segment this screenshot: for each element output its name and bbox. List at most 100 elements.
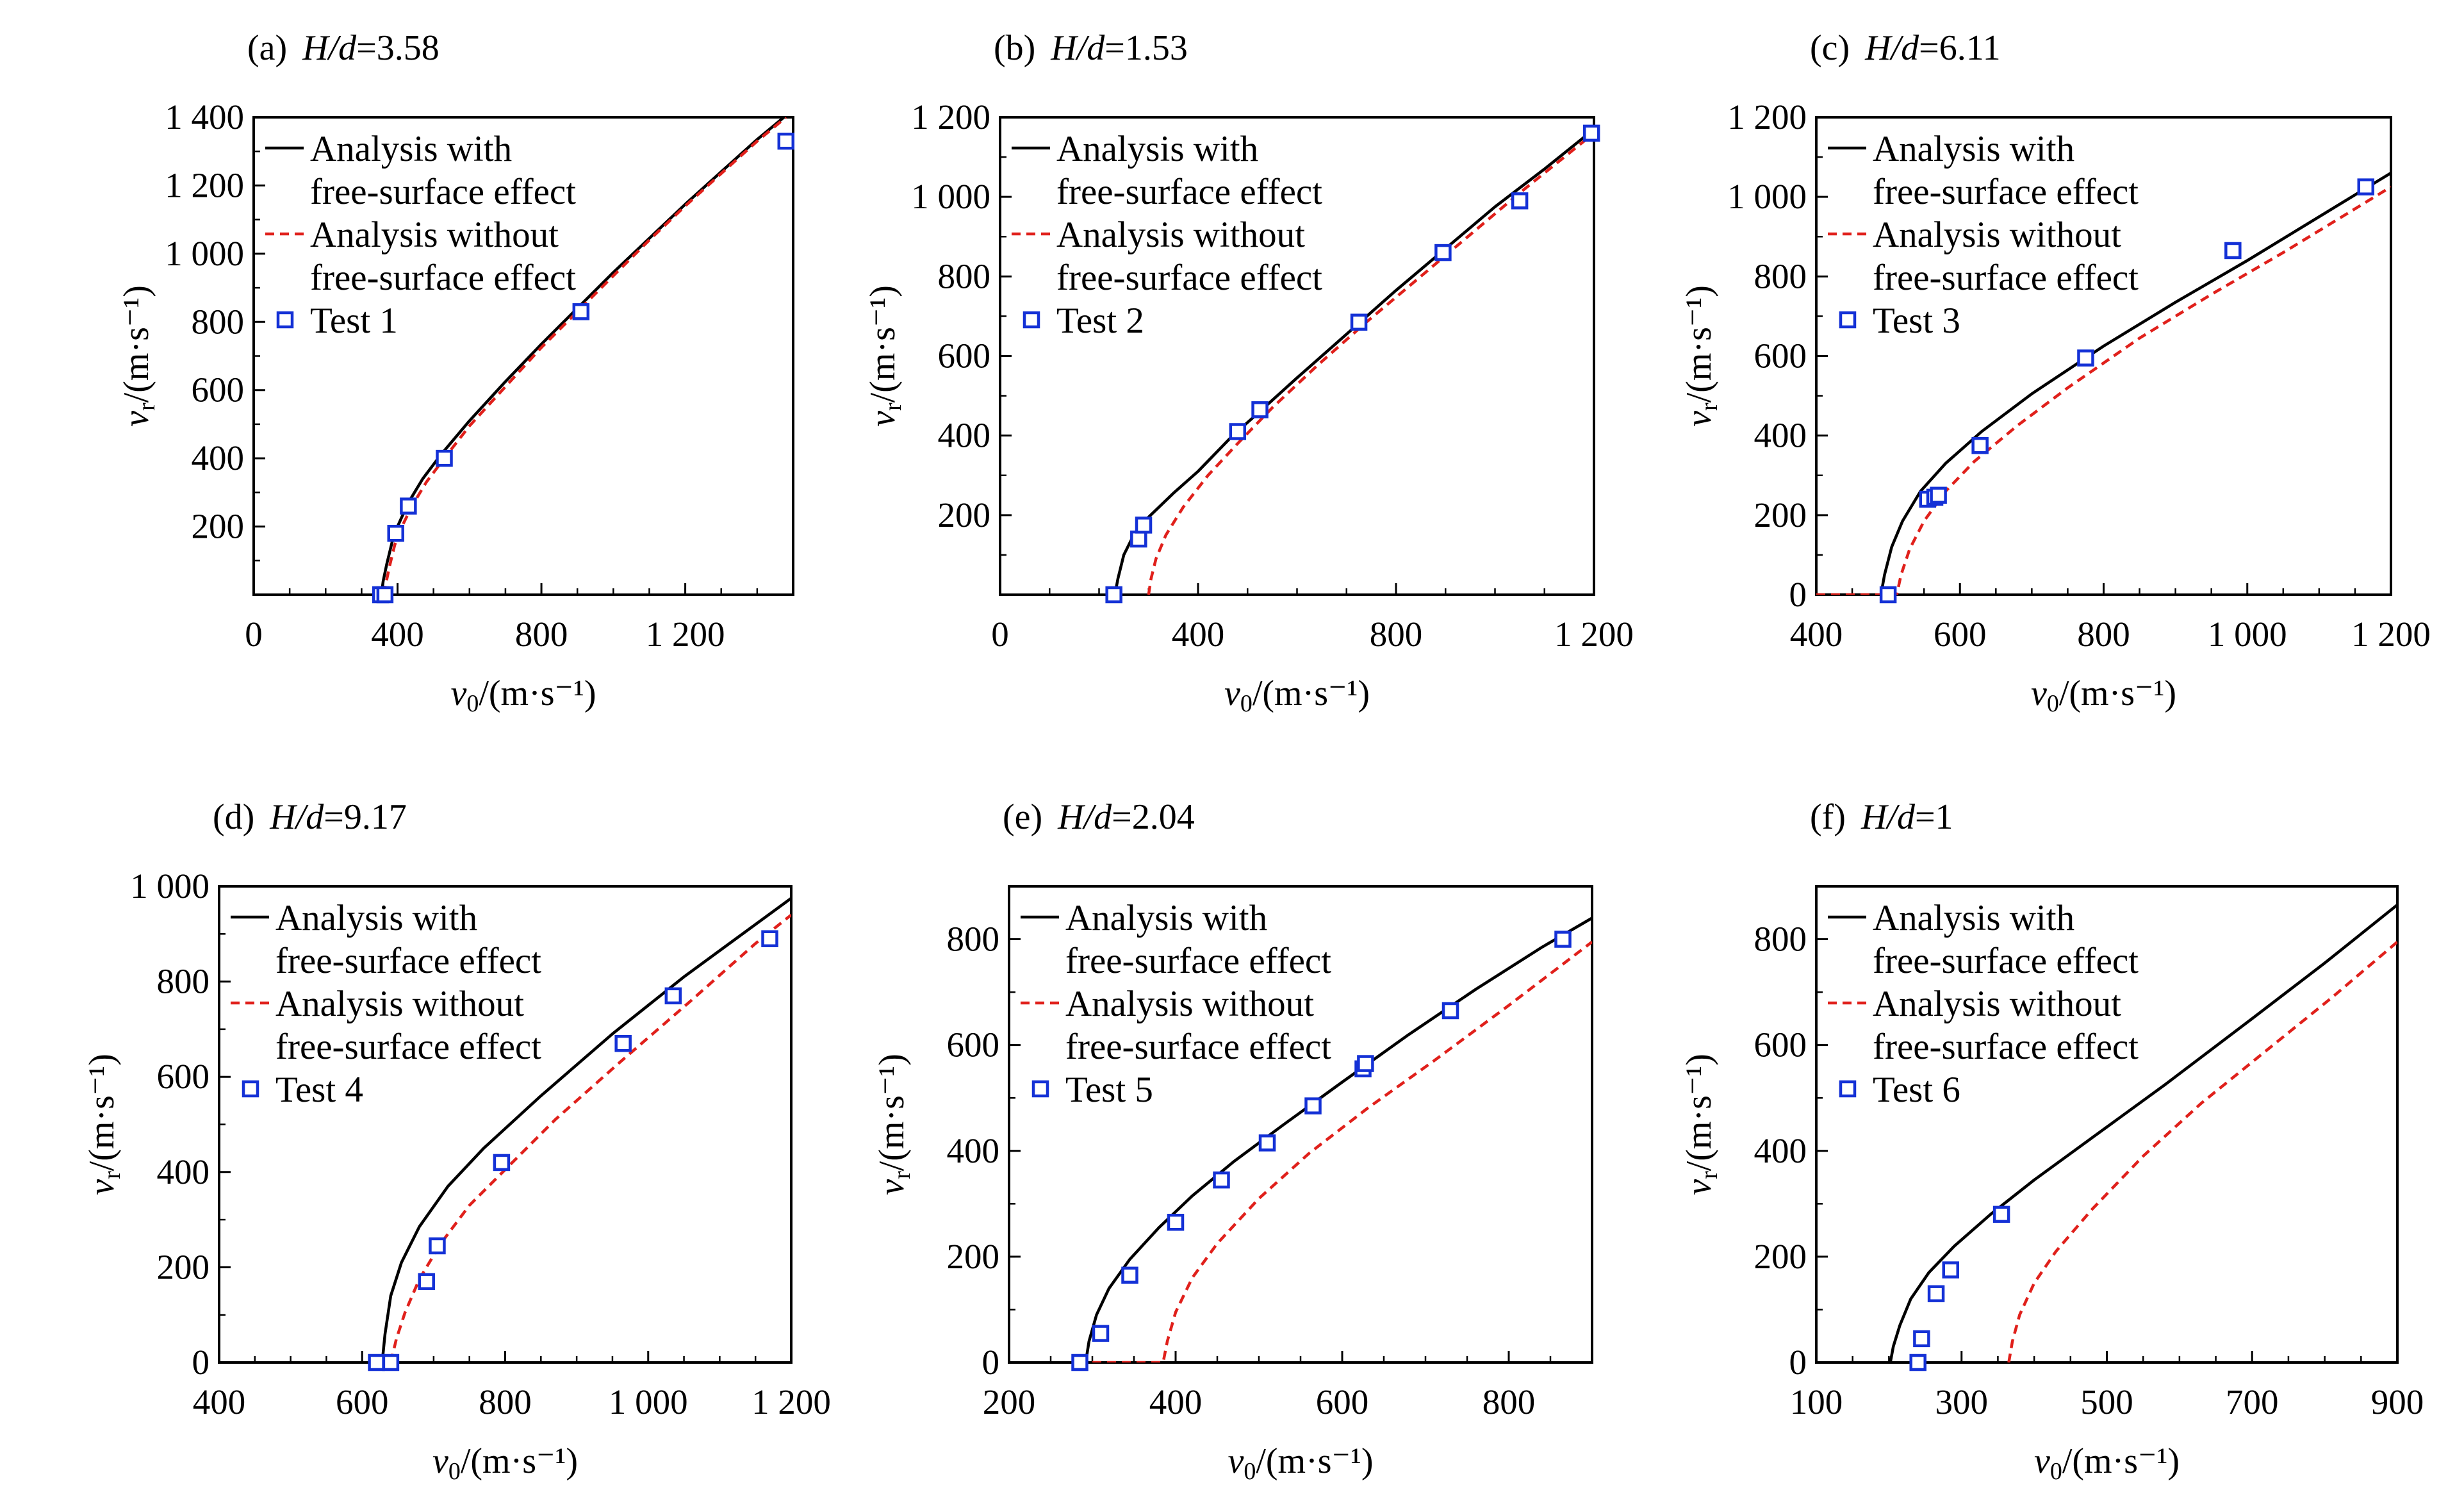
test-data-point bbox=[1434, 244, 1452, 261]
y-axis-symbol: v bbox=[863, 411, 903, 427]
panel-ratio-label: H/d bbox=[1057, 797, 1112, 837]
x-tick-label: 1 200 bbox=[1554, 615, 1634, 654]
test-data-point bbox=[664, 987, 682, 1005]
y-axis-label: vr/(m·s⁻¹) bbox=[117, 285, 160, 427]
legend-label: Test 5 bbox=[1065, 1070, 1153, 1110]
x-axis-symbol: v bbox=[2031, 674, 2047, 713]
legend-marker-test bbox=[1839, 1080, 1857, 1098]
y-axis-label: vr/(m·s⁻¹) bbox=[863, 285, 907, 427]
y-tick-label: 400 bbox=[1754, 1131, 1807, 1170]
panel-ratio-value: =2.04 bbox=[1112, 797, 1195, 837]
test-data-point bbox=[1105, 586, 1122, 604]
x-tick-label: 600 bbox=[1316, 1382, 1369, 1421]
y-tick-label: 400 bbox=[192, 438, 245, 477]
panel-ratio-label: H/d bbox=[1050, 28, 1105, 68]
plot-area bbox=[1816, 171, 2391, 595]
y-tick-label: 200 bbox=[192, 507, 245, 546]
legend-marker-test bbox=[1023, 311, 1040, 329]
series-line-with-free-surface bbox=[381, 897, 791, 1362]
legend-label: Analysis without bbox=[1065, 984, 1314, 1024]
x-axis-unit: /(m·s⁻¹) bbox=[1253, 674, 1370, 713]
x-tick-label: 1 200 bbox=[752, 1382, 831, 1421]
x-tick-label: 1 200 bbox=[646, 615, 725, 654]
y-tick-label: 1 200 bbox=[1727, 97, 1807, 137]
panel-title: (e) H/d=2.04 bbox=[1003, 797, 1195, 837]
test-data-point bbox=[1167, 1213, 1185, 1231]
y-tick-label: 1 000 bbox=[911, 177, 990, 216]
legend-label: Analysis without bbox=[275, 984, 524, 1024]
test-data-point bbox=[1441, 1002, 1459, 1020]
test-data-point bbox=[1229, 423, 1247, 440]
x-axis-unit: /(m·s⁻¹) bbox=[1256, 1441, 1373, 1481]
legend-label: Analysis with bbox=[275, 898, 477, 938]
x-axis-label: v0/(m·s⁻¹) bbox=[2034, 1441, 2180, 1485]
y-tick-label: 800 bbox=[157, 962, 210, 1001]
legend-label: free-surface effect bbox=[1056, 172, 1322, 212]
x-tick-label: 400 bbox=[371, 615, 424, 654]
x-axis-unit: /(m·s⁻¹) bbox=[479, 674, 596, 713]
chart-panel-d: (d) H/d=9.17 400 600 800 1 000 1 200 0 200 400 600… bbox=[82, 797, 831, 1485]
legend-label: Analysis without bbox=[1873, 984, 2121, 1024]
test-data-point bbox=[1258, 1134, 1276, 1152]
legend-label: free-surface effect bbox=[1056, 258, 1322, 298]
panel-label: (d) bbox=[213, 797, 254, 837]
y-tick-label: 1 000 bbox=[130, 866, 209, 906]
test-data-point bbox=[1357, 1055, 1374, 1072]
y-axis-symbol: v bbox=[117, 411, 156, 427]
test-data-point bbox=[1930, 486, 1947, 504]
x-tick-label: 300 bbox=[1935, 1382, 1989, 1421]
x-tick-label: 100 bbox=[1790, 1382, 1843, 1421]
panel-title: (a) H/d=3.58 bbox=[247, 28, 439, 68]
y-tick-label: 1 200 bbox=[165, 165, 244, 204]
x-tick-label: 800 bbox=[479, 1382, 532, 1421]
y-tick-label: 400 bbox=[1754, 416, 1807, 455]
panel-label: (c) bbox=[1810, 28, 1850, 68]
legend-label: Analysis with bbox=[1056, 129, 1258, 169]
x-tick-label: 800 bbox=[1370, 615, 1423, 654]
x-tick-label: 800 bbox=[2077, 615, 2130, 654]
x-tick-label: 1 000 bbox=[609, 1382, 688, 1421]
test-data-point bbox=[1913, 1330, 1930, 1348]
y-tick-label: 1 400 bbox=[165, 97, 244, 137]
x-axis-label: v0/(m·s⁻¹) bbox=[450, 674, 596, 717]
test-data-point bbox=[429, 1237, 446, 1255]
panel-title: (b) H/d=1.53 bbox=[994, 28, 1188, 68]
y-axis-label: vr/(m·s⁻¹) bbox=[1679, 1054, 1723, 1195]
y-tick-label: 1 000 bbox=[1727, 177, 1807, 216]
y-tick-label: 200 bbox=[1754, 1237, 1807, 1276]
test-data-point bbox=[2077, 349, 2094, 367]
y-tick-label: 600 bbox=[947, 1025, 1000, 1064]
x-tick-label: 700 bbox=[2226, 1382, 2279, 1421]
legend-label: Analysis without bbox=[310, 215, 559, 255]
legend-label: Analysis with bbox=[1065, 898, 1267, 938]
y-axis-unit: /(m·s⁻¹) bbox=[872, 1054, 912, 1171]
y-axis-subscript: r bbox=[99, 1171, 126, 1179]
chart-panel-c: (c) H/d=6.11 400 600 800 1 000 1 200 0 200 400 600… bbox=[1679, 28, 2431, 717]
test-data-point bbox=[1942, 1261, 1959, 1279]
chart-panel-a: (a) H/d=3.58 0 400 800 1 200 200 400 600 800 1 000… bbox=[117, 28, 795, 717]
test-data-point bbox=[387, 524, 404, 542]
test-data-point bbox=[1971, 436, 1989, 454]
legend-label: Test 3 bbox=[1873, 301, 1960, 341]
y-axis-symbol: v bbox=[1679, 411, 1719, 427]
legend-label: Analysis with bbox=[310, 129, 512, 169]
x-tick-label: 600 bbox=[1934, 615, 1987, 654]
test-data-point bbox=[1251, 401, 1269, 418]
series-line-without-free-surface bbox=[1147, 132, 1594, 595]
test-data-point bbox=[1350, 313, 1368, 331]
y-tick-label: 800 bbox=[1754, 256, 1807, 295]
test-data-point bbox=[1130, 530, 1147, 548]
legend-label: free-surface effect bbox=[1065, 941, 1331, 981]
test-data-point bbox=[1213, 1171, 1230, 1189]
legend-marker-test bbox=[242, 1080, 259, 1098]
test-data-point bbox=[436, 449, 453, 467]
legend-label: free-surface effect bbox=[310, 172, 576, 212]
panel-ratio-label: H/d bbox=[1864, 28, 1919, 68]
legend-label: Analysis with bbox=[1873, 129, 2074, 169]
test-data-point bbox=[761, 930, 778, 947]
test-data-point bbox=[368, 1354, 385, 1371]
y-tick-label: 800 bbox=[947, 920, 1000, 959]
x-tick-label: 0 bbox=[991, 615, 1009, 654]
y-tick-label: 800 bbox=[192, 302, 245, 341]
